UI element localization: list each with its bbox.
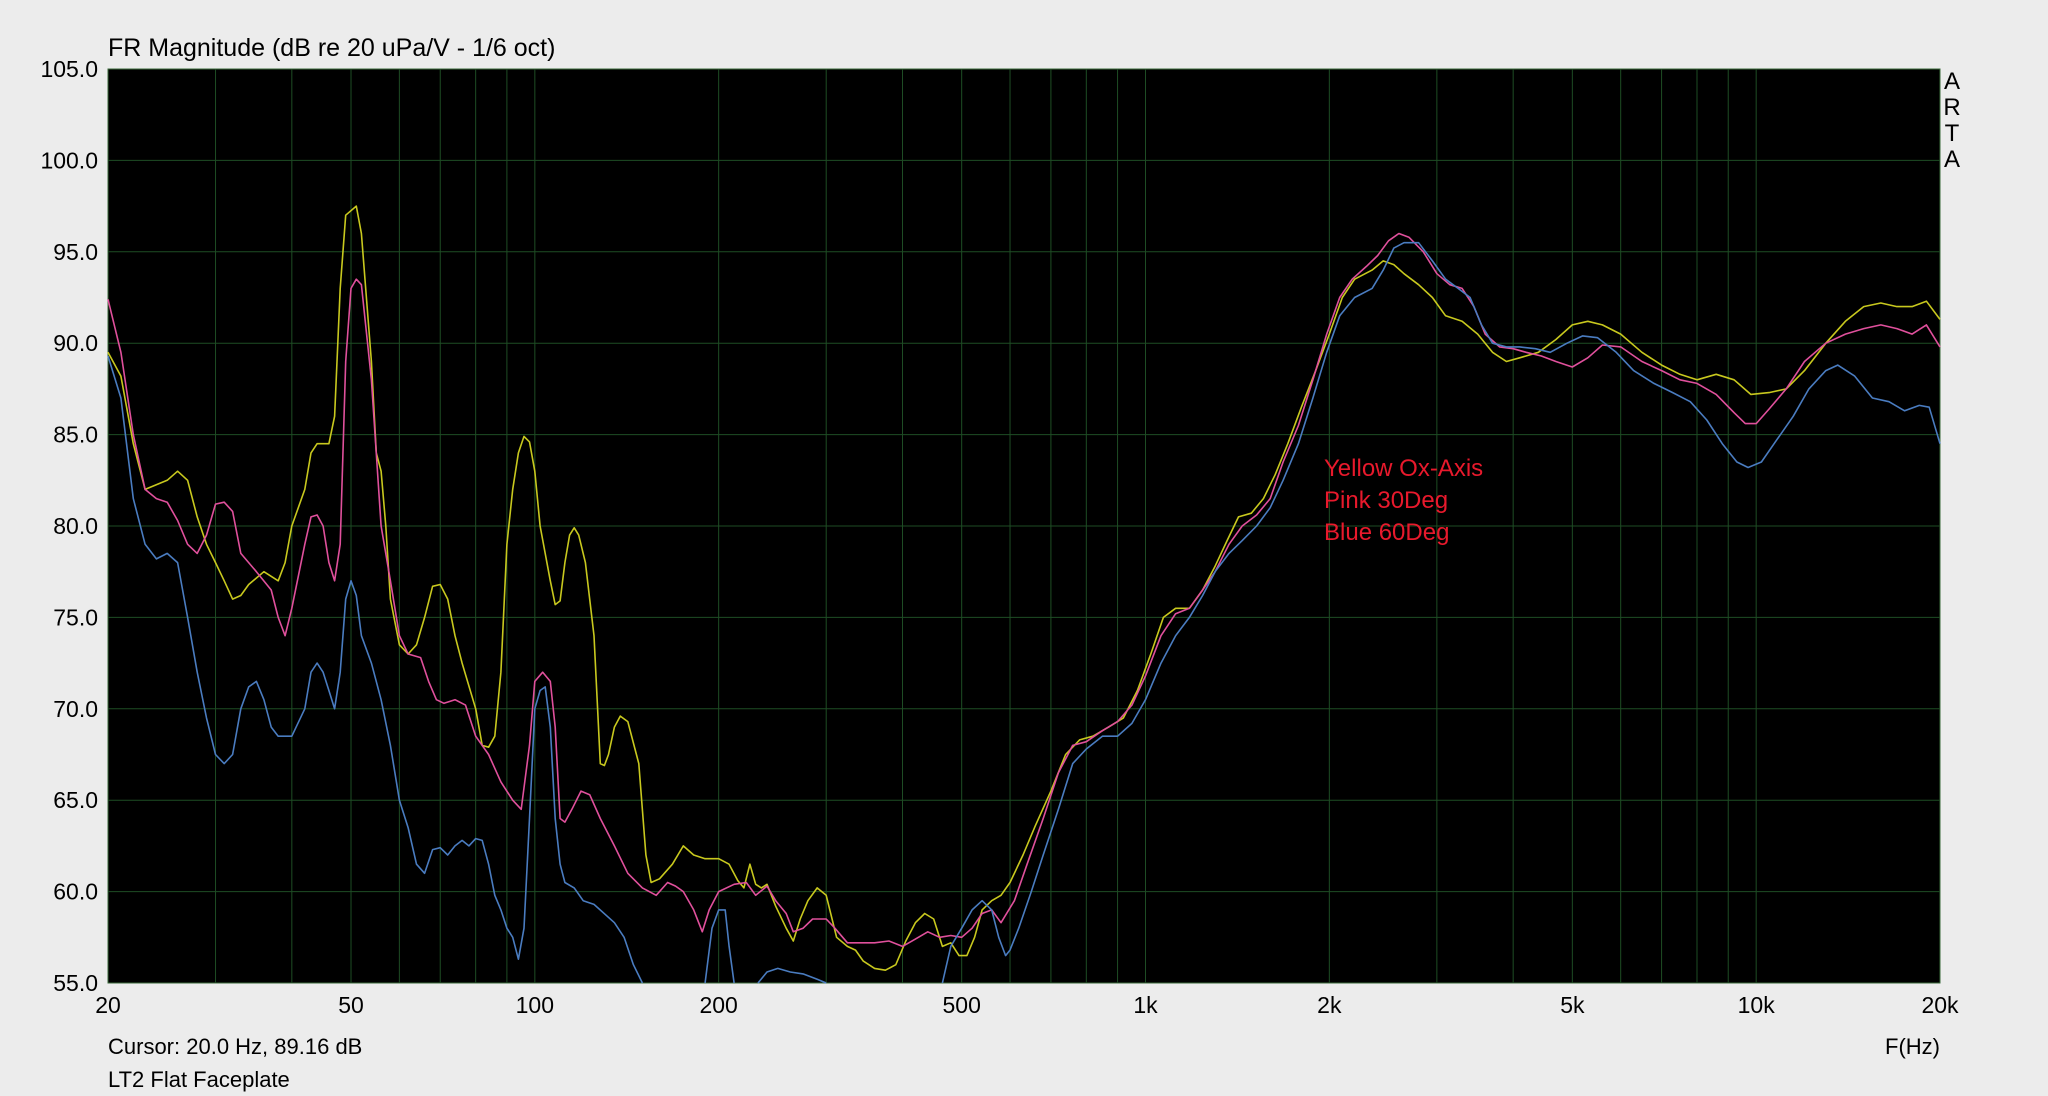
x-tick-label: 20k xyxy=(1921,992,1959,1018)
series-line xyxy=(757,967,827,984)
watermark-letter: T xyxy=(1945,120,1960,147)
y-tick-label: 105.0 xyxy=(40,56,98,82)
y-tick-label: 95.0 xyxy=(53,239,98,265)
y-axis-ticks: 105.0 100.0 95.0 90.0 85.0 80.0 75.0 70.0 65.0 60… xyxy=(40,56,98,996)
x-tick-label: 5k xyxy=(1560,992,1585,1018)
y-tick-label: 55.0 xyxy=(53,970,98,996)
series-line xyxy=(941,241,1941,984)
series-line xyxy=(107,205,1941,972)
series-line xyxy=(704,909,735,984)
y-tick-label: 65.0 xyxy=(53,787,98,813)
watermark-letter: A xyxy=(1944,146,1960,173)
series-line xyxy=(107,232,1941,948)
chart-title: FR Magnitude (dB re 20 uPa/V - 1/6 oct) xyxy=(108,34,555,62)
y-tick-label: 85.0 xyxy=(53,422,98,448)
y-tick-label: 100.0 xyxy=(40,147,98,173)
legend-annotation: Pink 30Deg xyxy=(1324,487,1448,514)
y-tick-label: 80.0 xyxy=(53,513,98,539)
y-tick-label: 60.0 xyxy=(53,879,98,905)
x-axis-ticks: 20 50 100 200 500 1k 2k 5k 10k 20k xyxy=(95,992,1959,1018)
x-tick-label: 500 xyxy=(942,992,980,1018)
grid-lines xyxy=(108,69,1940,983)
x-tick-label: 200 xyxy=(699,992,737,1018)
x-tick-label: 20 xyxy=(95,992,121,1018)
legend-annotation: Blue 60Deg xyxy=(1324,519,1449,546)
x-tick-label: 10k xyxy=(1738,992,1776,1018)
chart-caption: LT2 Flat Faceplate xyxy=(108,1067,290,1092)
watermark-letter: A xyxy=(1944,68,1960,95)
y-tick-label: 90.0 xyxy=(53,330,98,356)
watermark-letter: R xyxy=(1943,94,1960,121)
x-tick-label: 50 xyxy=(338,992,364,1018)
cursor-readout: Cursor: 20.0 Hz, 89.16 dB xyxy=(108,1034,362,1059)
x-tick-label: 1k xyxy=(1133,992,1158,1018)
x-axis-label: F(Hz) xyxy=(1885,1034,1940,1059)
y-tick-label: 70.0 xyxy=(53,696,98,722)
series-lines xyxy=(107,205,1941,984)
y-tick-label: 75.0 xyxy=(53,604,98,630)
series-line xyxy=(107,355,644,984)
legend-annotation: Yellow Ox-Axis xyxy=(1324,455,1483,482)
x-tick-label: 100 xyxy=(516,992,554,1018)
x-tick-label: 2k xyxy=(1317,992,1342,1018)
legend-annotations: Yellow Ox-Axis Pink 30Deg Blue 60Deg xyxy=(1324,455,1483,546)
